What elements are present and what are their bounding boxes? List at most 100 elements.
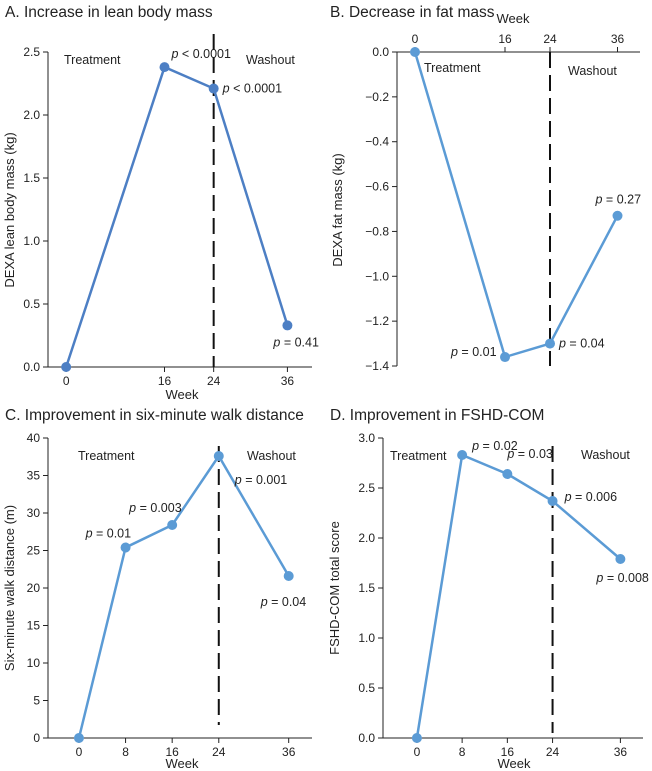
y-tick-label: 0.5: [23, 297, 40, 311]
p-value-label: p = 0.04: [558, 337, 605, 351]
x-axis-label: Week: [497, 11, 530, 26]
x-tick-label: 36: [611, 32, 625, 46]
p-value-label: p < 0.0001: [222, 82, 282, 96]
y-tick-label: 5: [33, 694, 40, 708]
y-tick-label: −0.4: [365, 135, 389, 149]
washout-region-label: Washout: [568, 64, 617, 78]
panel-d: D. Improvement in FSHD-COM 0.0 0.5 1.0 1.5 2.…: [327, 407, 649, 771]
y-tick-label: 1.0: [23, 234, 40, 248]
y-axis-label: FSHD-COM total score: [327, 521, 342, 655]
y-tick-label: −0.8: [365, 224, 389, 238]
p-value-label: p = 0.27: [595, 193, 642, 207]
data-point: [411, 733, 422, 743]
p-value-label: p = 0.01: [85, 527, 132, 541]
data-point: [208, 83, 219, 94]
x-tick-label: 24: [543, 32, 557, 46]
x-axis-label: Week: [498, 756, 531, 771]
x-tick-label: 8: [459, 745, 466, 759]
p-value-label: p < 0.0001: [171, 47, 231, 61]
washout-region-label: Washout: [247, 449, 296, 463]
data-point: [73, 733, 84, 743]
data-point: [615, 554, 626, 564]
data-point: [502, 469, 513, 479]
data-point: [167, 520, 178, 530]
y-tick-label: 2.5: [358, 481, 375, 495]
x-tick-label: 36: [281, 374, 295, 388]
p-value-label: p = 0.006: [564, 490, 618, 504]
x-tick-label: 0: [63, 374, 70, 388]
panel-title: A. Increase in lean body mass: [5, 4, 213, 21]
x-tick-label: 8: [122, 745, 129, 759]
x-tick-label: 36: [282, 745, 296, 759]
y-axis-label: Six-minute walk distance (m): [2, 505, 17, 671]
x-axis-label: Week: [166, 387, 199, 402]
panel-title: B. Decrease in fat mass: [330, 4, 495, 21]
y-axis-label: DEXA lean body mass (kg): [2, 132, 17, 287]
data-point: [500, 352, 510, 363]
data-point: [120, 542, 131, 553]
y-tick-label: 2.5: [23, 45, 40, 59]
washout-region-label: Washout: [581, 448, 630, 462]
treatment-region-label: Treatment: [424, 61, 481, 75]
x-tick-label: 16: [165, 745, 179, 759]
series-line: [64, 65, 289, 368]
data-point: [213, 451, 224, 461]
y-tick-label: 0.0: [372, 45, 389, 59]
y-tick-label: 0.5: [358, 681, 375, 695]
y-tick-label: 3.0: [358, 431, 375, 445]
series-line: [413, 51, 619, 359]
x-tick-label: 0: [414, 745, 421, 759]
data-point: [547, 496, 558, 506]
y-tick-label: 10: [27, 656, 41, 670]
panel-a: A. Increase in lean body mass 0.0 0.5 1.0 1.…: [2, 4, 319, 402]
y-tick-label: 20: [27, 581, 41, 595]
data-point: [612, 210, 623, 221]
data-point: [545, 338, 555, 349]
panel-title: D. Improvement in FSHD-COM: [330, 407, 544, 424]
x-tick-label: 36: [614, 745, 628, 759]
y-tick-label: 35: [27, 469, 41, 483]
data-point: [410, 47, 420, 57]
p-value-label: p = 0.008: [595, 571, 649, 585]
x-axis-label: Week: [166, 756, 199, 771]
y-tick-label: 1.5: [358, 581, 375, 595]
x-tick-label: 0: [76, 745, 83, 759]
p-value-label: p = 0.04: [260, 595, 307, 609]
treatment-region-label: Treatment: [390, 449, 447, 463]
panel-c: C. Improvement in six-minute walk distan…: [2, 407, 312, 771]
y-tick-label: −0.6: [365, 180, 389, 194]
x-tick-label: 24: [546, 745, 560, 759]
panel-title: C. Improvement in six-minute walk distan…: [5, 407, 304, 424]
y-tick-label: −0.2: [365, 90, 389, 104]
p-value-label: p = 0.003: [128, 501, 182, 515]
x-tick-label: 24: [212, 745, 226, 759]
y-tick-label: 0: [33, 731, 40, 745]
washout-region-label: Washout: [246, 53, 295, 67]
data-point: [282, 320, 293, 331]
y-tick-label: 15: [27, 619, 41, 633]
y-tick-label: 2.0: [23, 108, 40, 122]
treatment-region-label: Treatment: [78, 449, 135, 463]
y-tick-label: −1.2: [365, 314, 389, 328]
p-value-label: p = 0.03: [506, 447, 553, 461]
y-tick-label: 2.0: [358, 531, 375, 545]
p-value-label: p = 0.02: [471, 439, 518, 453]
p-value-label: p = 0.01: [450, 345, 497, 359]
x-tick-label: 0: [412, 32, 419, 46]
p-value-label: p = 0.001: [234, 473, 288, 487]
y-tick-label: 1.0: [358, 631, 375, 645]
y-tick-label: 40: [27, 431, 41, 445]
x-tick-label: 24: [207, 374, 221, 388]
data-point: [283, 571, 294, 581]
y-tick-label: 25: [27, 544, 41, 558]
panel-b: B. Decrease in fat mass 0.0 −0.2 −0.4 −0.6 −0…: [330, 4, 641, 373]
y-tick-label: −1.4: [365, 359, 389, 373]
y-tick-label: 1.5: [23, 171, 40, 185]
x-tick-label: 16: [158, 374, 172, 388]
y-axis-label: DEXA fat mass (kg): [330, 153, 345, 266]
treatment-region-label: Treatment: [64, 53, 121, 67]
data-point: [457, 450, 468, 460]
y-tick-label: 30: [27, 506, 41, 520]
data-point: [159, 62, 170, 73]
